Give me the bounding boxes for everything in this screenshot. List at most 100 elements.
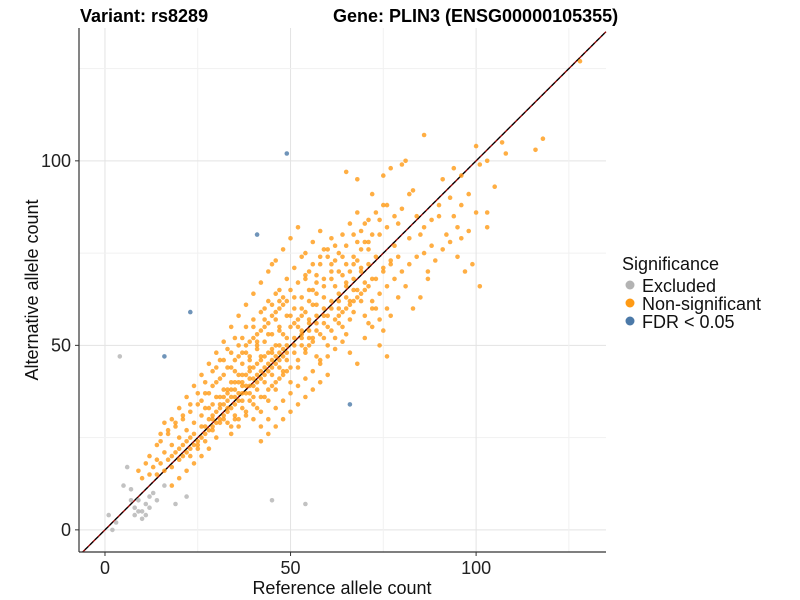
legend-key <box>625 280 635 290</box>
data-point <box>407 191 412 197</box>
data-point <box>258 328 264 333</box>
data-point <box>258 354 264 359</box>
data-point <box>247 368 252 374</box>
data-point <box>176 435 182 440</box>
data-point <box>280 368 286 374</box>
data-point <box>292 343 297 348</box>
data-point <box>303 394 308 400</box>
data-point <box>321 284 327 289</box>
data-point <box>210 427 215 433</box>
data-point <box>240 405 245 411</box>
data-point <box>347 298 353 304</box>
data-point <box>355 287 360 293</box>
data-point <box>180 453 186 459</box>
data-point <box>266 431 271 437</box>
data-point <box>232 357 238 363</box>
data-point <box>251 291 256 297</box>
data-point <box>214 365 219 370</box>
data-point <box>184 494 189 499</box>
data-point <box>162 450 167 455</box>
data-point <box>369 191 375 197</box>
data-point <box>403 284 408 289</box>
data-point <box>395 295 401 300</box>
data-point <box>306 317 312 322</box>
data-point <box>143 512 149 518</box>
data-point <box>299 328 305 333</box>
data-point <box>188 435 193 440</box>
data-point <box>343 280 349 285</box>
data-point <box>306 269 312 274</box>
data-point <box>414 254 420 260</box>
data-point <box>188 409 193 415</box>
data-point <box>228 350 234 356</box>
data-point <box>332 284 338 289</box>
data-point <box>180 413 186 418</box>
data-point <box>310 335 316 341</box>
data-point <box>188 446 193 452</box>
data-point <box>325 372 331 378</box>
data-point <box>288 287 293 293</box>
chart-title-left: Variant: rs8289 <box>80 6 208 26</box>
data-point <box>340 309 345 315</box>
data-point <box>273 258 279 263</box>
data-point <box>444 232 449 237</box>
legend-label: Excluded <box>642 276 716 296</box>
data-point <box>336 269 342 274</box>
data-point <box>202 391 208 396</box>
data-point <box>191 442 197 448</box>
data-point <box>314 280 319 285</box>
x-axis-label: Reference allele count <box>252 578 431 598</box>
data-point <box>336 320 342 326</box>
data-point <box>273 291 279 297</box>
data-point <box>251 335 256 341</box>
data-point <box>332 317 338 322</box>
data-point <box>106 512 111 518</box>
data-point <box>377 232 382 237</box>
data-point <box>343 306 349 311</box>
data-point <box>373 276 379 282</box>
data-point <box>355 239 360 245</box>
data-point <box>266 416 271 422</box>
data-point <box>136 468 141 474</box>
data-point <box>484 225 490 230</box>
data-point <box>240 372 245 378</box>
data-point <box>369 324 375 330</box>
data-point <box>466 191 472 197</box>
data-point <box>321 306 327 311</box>
data-point <box>136 509 141 514</box>
data-point <box>128 487 134 492</box>
data-point <box>321 313 327 319</box>
data-point <box>284 343 290 348</box>
data-point <box>217 420 223 426</box>
data-point <box>214 435 219 440</box>
data-point <box>176 457 182 463</box>
data-point <box>351 309 356 315</box>
data-point <box>273 354 279 359</box>
data-point <box>199 413 204 418</box>
data-point <box>407 236 412 241</box>
data-point <box>303 272 308 278</box>
data-point <box>325 313 331 319</box>
data-point <box>243 383 249 389</box>
data-point <box>266 368 271 374</box>
data-point <box>258 309 264 315</box>
data-point <box>251 416 256 422</box>
data-point <box>388 261 394 267</box>
data-point <box>277 365 282 370</box>
data-point <box>199 398 204 404</box>
data-point <box>121 483 126 488</box>
data-point <box>273 343 279 348</box>
data-point <box>358 228 364 234</box>
data-point <box>473 210 479 215</box>
data-point <box>473 143 479 149</box>
data-point <box>314 320 319 326</box>
data-point <box>254 232 260 237</box>
data-point <box>136 498 141 503</box>
data-point <box>266 269 271 274</box>
data-point <box>347 302 353 308</box>
reference-line <box>82 31 607 553</box>
data-point <box>266 387 271 392</box>
data-point <box>484 210 490 215</box>
data-point <box>366 239 371 245</box>
data-point <box>236 354 241 359</box>
